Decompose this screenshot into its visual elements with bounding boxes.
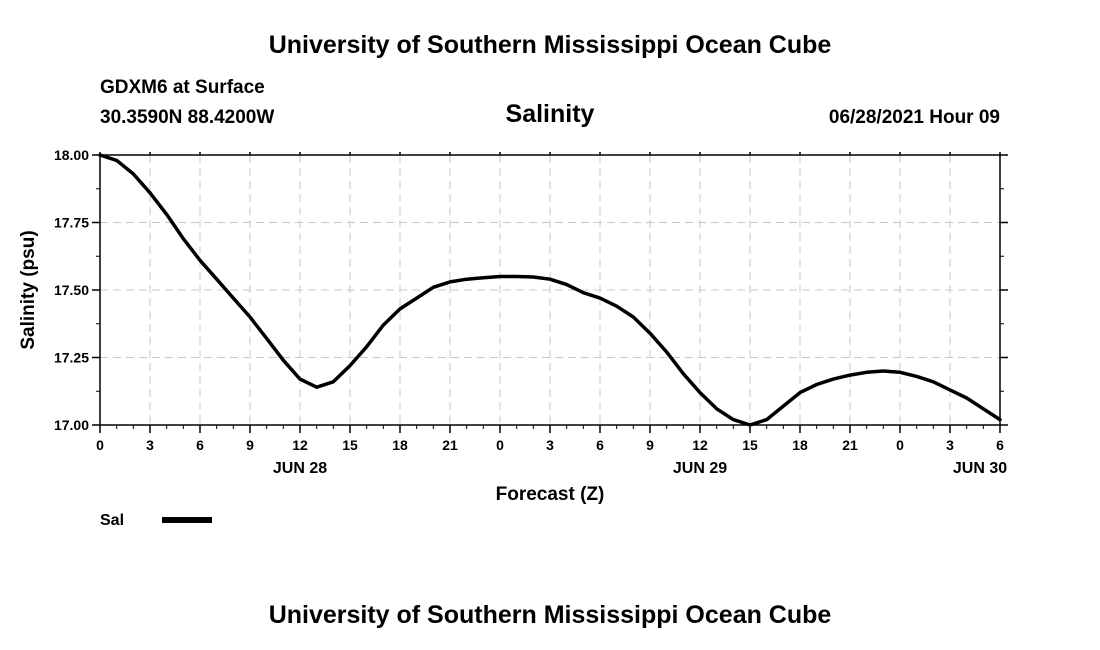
x-tick-label: 3 bbox=[146, 437, 154, 453]
x-tick-label: 0 bbox=[496, 437, 504, 453]
legend: Sal bbox=[100, 512, 212, 529]
grid-lines bbox=[100, 155, 1000, 425]
datetime-label: 06/28/2021 Hour 09 bbox=[828, 107, 1000, 128]
chart-title-top: University of Southern Mississippi Ocean… bbox=[268, 31, 832, 59]
y-axis-label: Salinity (psu) bbox=[18, 230, 39, 349]
x-tick-label: 15 bbox=[742, 437, 758, 453]
x-tick-label: 6 bbox=[996, 437, 1004, 453]
plot-title: Salinity bbox=[505, 100, 595, 128]
coordinates-label: 30.3590N 88.4200W bbox=[100, 107, 275, 128]
x-tick-label: 18 bbox=[392, 437, 408, 453]
x-tick-label: 9 bbox=[246, 437, 254, 453]
x-tick-label: 12 bbox=[292, 437, 308, 453]
x-tick-label: 18 bbox=[792, 437, 808, 453]
chart-title-bottom: University of Southern Mississippi Ocean… bbox=[268, 601, 832, 629]
plot-frame bbox=[99, 154, 1001, 426]
x-axis-label: Forecast (Z) bbox=[496, 484, 605, 505]
x-tick-label: 15 bbox=[342, 437, 358, 453]
legend-label: Sal bbox=[100, 512, 124, 529]
x-tick-label: 6 bbox=[596, 437, 604, 453]
x-tick-label: 3 bbox=[546, 437, 554, 453]
y-tick-labels: 17.00 17.25 17.50 17.75 18.00 bbox=[54, 147, 89, 433]
x-tick-label: 12 bbox=[692, 437, 708, 453]
x-tick-label: 21 bbox=[842, 437, 858, 453]
date-label: JUN 30 bbox=[953, 460, 1007, 477]
x-tick-labels: 0 3 6 9 12 15 18 21 0 3 6 9 12 15 18 21 0 3 6 bbox=[96, 437, 1004, 453]
x-tick-label: 9 bbox=[646, 437, 654, 453]
y-tick-label: 17.75 bbox=[54, 215, 89, 231]
x-tick-label: 3 bbox=[946, 437, 954, 453]
station-label: GDXM6 at Surface bbox=[100, 77, 265, 98]
date-label: JUN 29 bbox=[673, 460, 727, 477]
date-labels: JUN 28 JUN 29 JUN 30 bbox=[273, 460, 1007, 477]
x-tick-label: 0 bbox=[896, 437, 904, 453]
date-label: JUN 28 bbox=[273, 460, 327, 477]
series-line-sal bbox=[98, 153, 1002, 427]
y-tick-label: 17.00 bbox=[54, 417, 89, 433]
y-tick-label: 18.00 bbox=[54, 147, 89, 163]
series-group bbox=[98, 153, 1002, 427]
x-tick-label: 0 bbox=[96, 437, 104, 453]
y-tick-label: 17.50 bbox=[54, 282, 89, 298]
y-tick-label: 17.25 bbox=[54, 350, 89, 366]
x-tick-label: 21 bbox=[442, 437, 458, 453]
x-tick-label: 6 bbox=[196, 437, 204, 453]
